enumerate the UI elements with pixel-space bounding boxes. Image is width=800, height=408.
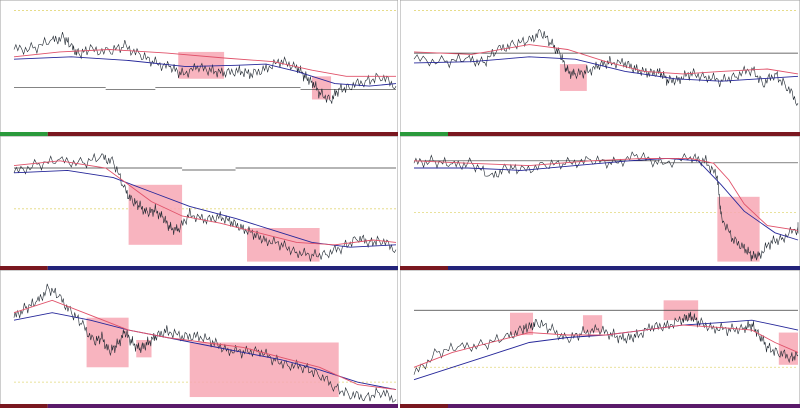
highlight-zone [128,184,183,245]
chart-svg [0,270,398,408]
time-bar-segment [400,266,448,270]
time-bar-segment [47,132,398,136]
price-series [413,151,799,262]
chart-panel [0,270,398,408]
highlight-zone [717,196,760,262]
fast-ma-series [13,299,397,391]
fast-ma-series [13,49,396,77]
slow-ma-series [413,56,799,82]
chart-panel [400,136,800,270]
highlight-zone [582,315,603,333]
time-bar-segment [0,404,48,408]
time-bar-segment [47,404,398,408]
slow-ma-series [13,56,397,87]
chart-svg [0,0,398,136]
panel-frame [0,136,398,270]
fast-ma-series [13,160,397,246]
fast-ma-series [413,324,799,368]
price-series [413,311,799,375]
chart-panel [0,136,398,270]
highlight-zone [311,76,332,100]
chart-svg [400,270,800,408]
chart-svg [400,0,800,136]
highlight-zone [559,64,587,91]
price-series [413,29,799,107]
time-bar-segment [448,132,800,136]
time-bar-segment [0,132,48,136]
highlight-zone [86,317,129,368]
time-bar-segment [400,132,448,136]
time-bar-segment [448,404,800,408]
chart-svg [400,136,800,270]
fast-ma-series [413,44,799,75]
highlight-zone [510,312,534,336]
chart-panel [400,270,800,408]
highlight-zone [136,340,152,358]
fast-ma-series [413,157,799,231]
panel-frame [400,270,800,408]
chart-panel [0,0,398,136]
slow-ma-series [13,312,397,391]
time-bar-segment [400,404,448,408]
highlight-zone [189,342,339,398]
time-bar-segment [448,266,800,270]
price-series [13,152,397,262]
time-bar-segment [47,266,398,270]
chart-svg [0,136,398,270]
price-series [13,32,397,104]
chart-panel [400,0,800,136]
time-bar-segment [0,266,48,270]
price-series [13,283,397,403]
